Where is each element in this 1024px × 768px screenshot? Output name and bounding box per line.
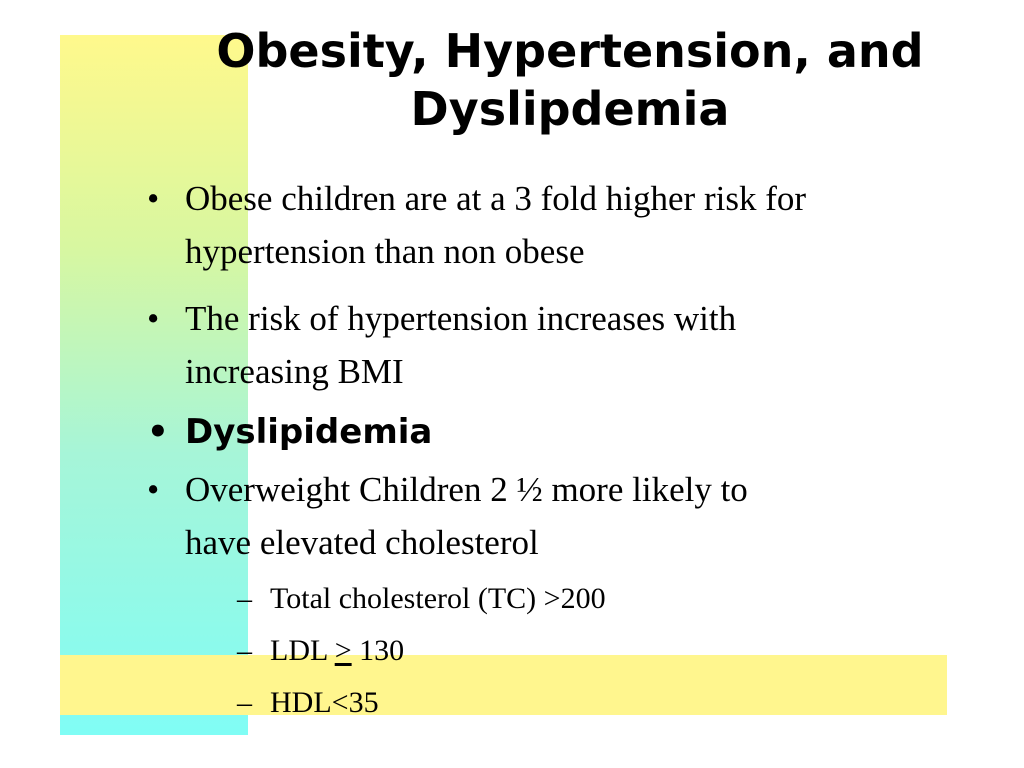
bullet-item-heading: • Dyslipidemia	[145, 406, 1015, 459]
bullet-marker: •	[147, 412, 169, 452]
sub-bullet-suffix: 130	[351, 634, 405, 667]
sub-bullet-item: – LDL > 130	[185, 625, 1015, 677]
title-line-2: Dyslipdemia	[410, 82, 730, 136]
greater-or-equal-symbol: >	[334, 634, 352, 667]
sub-bullet-marker: –	[237, 634, 252, 667]
bullet-item: • Overweight Children 2 ½ more likely to…	[145, 463, 1015, 729]
bullet-text-line: hypertension than non obese	[185, 232, 585, 271]
sub-bullet-text: HDL<35	[270, 686, 379, 719]
bullet-text-line: Obese children are at a 3 fold higher ri…	[185, 179, 807, 218]
bullet-text-line: The risk of hypertension increases with	[185, 299, 737, 338]
bullet-text-line: increasing BMI	[185, 352, 404, 391]
bullet-text-line: have elevated cholesterol	[185, 523, 539, 562]
bullet-text-line: Overweight Children 2 ½ more likely to	[185, 470, 748, 509]
sub-bullet-marker: –	[237, 686, 252, 719]
sub-bullet-prefix: LDL	[270, 634, 335, 667]
vertical-accent-bar	[60, 35, 248, 735]
bullet-item: • The risk of hypertension increases wit…	[145, 292, 1015, 398]
bullet-list: • Obese children are at a 3 fold higher …	[145, 172, 1015, 729]
sub-bullet-text: Total cholesterol (TC) >200	[270, 582, 606, 615]
bullet-text: Dyslipidemia	[185, 412, 433, 452]
bullet-marker: •	[147, 470, 160, 509]
title-line-1: Obesity, Hypertension, and	[216, 24, 924, 78]
sub-bullet-list: – Total cholesterol (TC) >200 – LDL > 13…	[185, 573, 1015, 729]
bullet-item: • Obese children are at a 3 fold higher …	[145, 172, 1015, 278]
sub-bullet-item: – Total cholesterol (TC) >200	[185, 573, 1015, 625]
sub-bullet-item: – HDL<35	[185, 677, 1015, 729]
sub-bullet-marker: –	[237, 582, 252, 615]
horizontal-accent-bar	[60, 655, 947, 715]
bullet-marker: •	[147, 179, 160, 218]
slide-title: Obesity, Hypertension, and Dyslipdemia	[130, 22, 1010, 138]
bullet-marker: •	[147, 299, 160, 338]
